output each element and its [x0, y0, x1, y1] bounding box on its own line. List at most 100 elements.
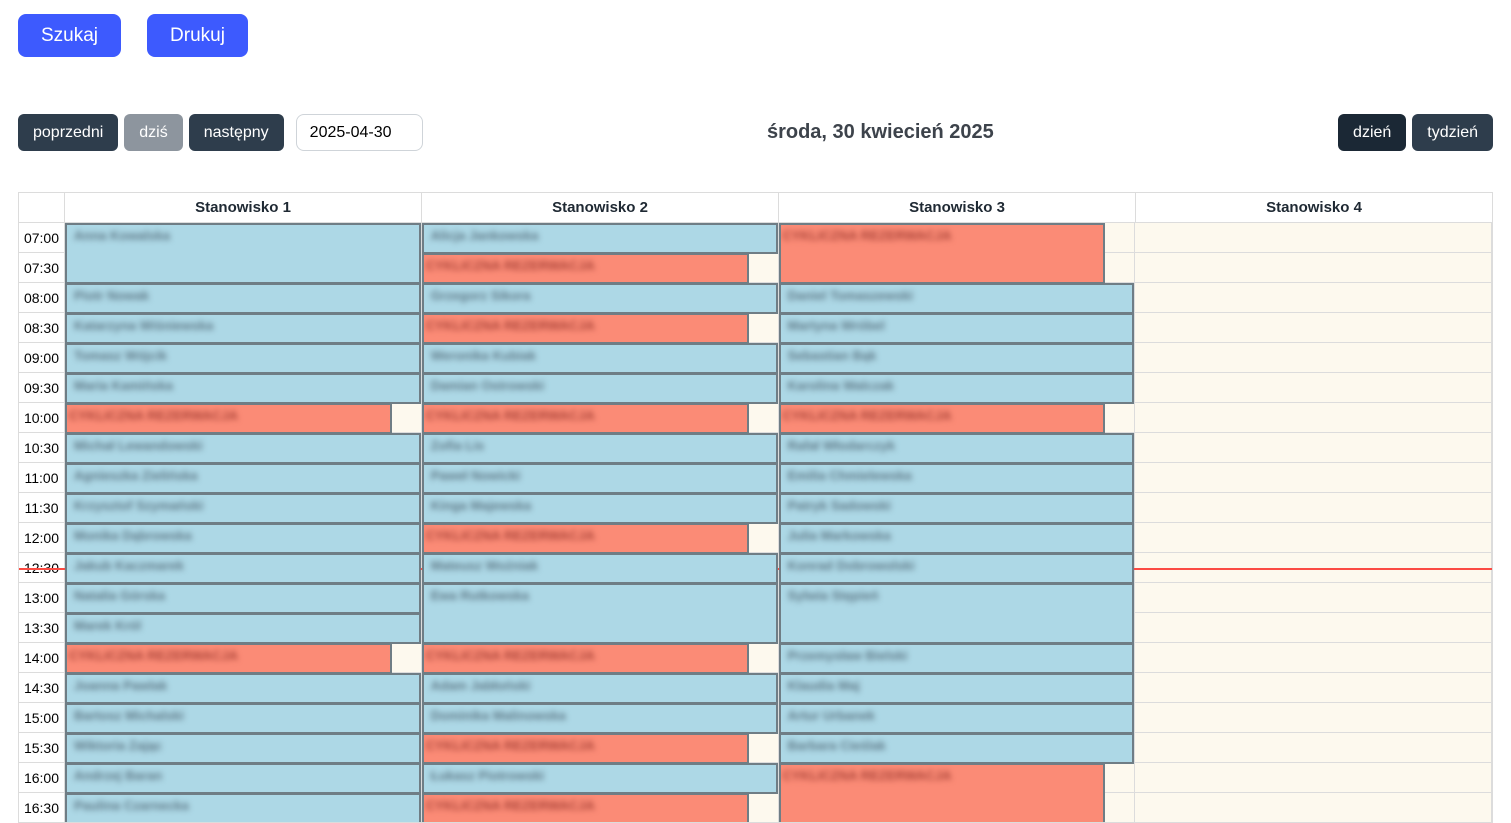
recurring-reservation-event[interactable]: CYKLICZNA REZERWACJA	[778, 223, 1106, 284]
recurring-reservation-event[interactable]: CYKLICZNA REZERWACJA	[778, 403, 1106, 434]
event-label: Tomasz Wójcik	[74, 348, 167, 363]
booking-event[interactable]: Natalia Górska	[65, 583, 421, 614]
time-label: 16:30	[19, 793, 64, 822]
event-label: Anna Kowalska	[74, 228, 171, 243]
event-label: Mateusz Woźniak	[430, 558, 539, 573]
resource-column[interactable]	[1135, 223, 1492, 822]
calendar-date-title: środa, 30 kwiecień 2025	[766, 121, 994, 143]
booking-event[interactable]: Julia Markowska	[778, 523, 1135, 554]
booking-event[interactable]: Łukasz Piotrowski	[421, 763, 778, 794]
recurring-reservation-event[interactable]: CYKLICZNA REZERWACJA	[65, 403, 392, 434]
recurring-reservation-event[interactable]: CYKLICZNA REZERWACJA	[65, 643, 392, 674]
booking-event[interactable]: Mateusz Woźniak	[421, 553, 778, 584]
event-label: Daniel Tomaszewski	[787, 288, 913, 303]
booking-event[interactable]: Kinga Majewska	[421, 493, 778, 524]
event-label: Weronika Kubiak	[430, 348, 536, 363]
event-label: CYKLICZNA REZERWACJA	[425, 648, 595, 663]
recurring-reservation-event[interactable]: CYKLICZNA REZERWACJA	[421, 733, 749, 764]
booking-event[interactable]: Rafał Włodarczyk	[778, 433, 1135, 464]
booking-event[interactable]: Adam Jabłoński	[421, 673, 778, 704]
booking-event[interactable]: Zofia Lis	[421, 433, 778, 464]
booking-event[interactable]: Katarzyna Wiśniewska	[65, 313, 421, 344]
booking-event[interactable]: Bartosz Michalski	[65, 703, 421, 734]
recurring-reservation-event[interactable]: CYKLICZNA REZERWACJA	[421, 793, 749, 822]
booking-event[interactable]: Piotr Nowak	[65, 283, 421, 314]
booking-event[interactable]: Monika Dąbrowska	[65, 523, 421, 554]
booking-event[interactable]: Karolina Walczak	[778, 373, 1135, 404]
booking-event[interactable]: Wiktoria Zając	[65, 733, 421, 764]
resource-column[interactable]: Anna Kowalska Piotr Nowak Katarzyna Wiśnie…	[65, 223, 422, 822]
resource-header: Stanowisko 2	[422, 193, 779, 222]
booking-event[interactable]: Anna Kowalska	[65, 223, 421, 284]
time-label: 16:00	[19, 763, 64, 793]
event-label: CYKLICZNA REZERWACJA	[782, 408, 952, 423]
booking-event[interactable]: Patryk Sadowski	[778, 493, 1135, 524]
booking-event[interactable]: Artur Urbanek	[778, 703, 1135, 734]
booking-event[interactable]: Grzegorz Sikora	[421, 283, 778, 314]
booking-event[interactable]: Agnieszka Zielińska	[65, 463, 421, 494]
time-label: 14:00	[19, 643, 64, 673]
time-label: 13:00	[19, 583, 64, 613]
next-day-button[interactable]: następny	[188, 114, 284, 151]
booking-event[interactable]: Emilia Chmielewska	[778, 463, 1135, 494]
recurring-reservation-event[interactable]: CYKLICZNA REZERWACJA	[421, 523, 749, 554]
booking-event[interactable]: Marek Król	[65, 613, 421, 644]
event-label: CYKLICZNA REZERWACJA	[69, 408, 239, 423]
event-label: CYKLICZNA REZERWACJA	[782, 228, 952, 243]
event-label: Sylwia Stępień	[787, 588, 879, 603]
booking-event[interactable]: Joanna Pawlak	[65, 673, 421, 704]
resource-header: Stanowisko 3	[779, 193, 1136, 222]
date-input[interactable]	[295, 114, 423, 151]
time-label: 12:00	[19, 523, 64, 553]
booking-event[interactable]: Sebastian Bąk	[778, 343, 1135, 374]
time-label: 11:30	[19, 493, 64, 523]
resource-column[interactable]: Alicja Jankowska CYKLICZNA REZERWACJA Grze…	[421, 223, 779, 822]
booking-event[interactable]: Weronika Kubiak	[421, 343, 778, 374]
recurring-reservation-event[interactable]: CYKLICZNA REZERWACJA	[421, 643, 749, 674]
week-view-button[interactable]: tydzień	[1412, 114, 1493, 151]
time-label: 14:30	[19, 673, 64, 703]
event-label: CYKLICZNA REZERWACJA	[425, 528, 595, 543]
booking-event[interactable]: Damian Ostrowski	[421, 373, 778, 404]
event-label: Krzysztof Szymański	[74, 498, 204, 513]
booking-event[interactable]: Paweł Nowicki	[421, 463, 778, 494]
booking-event[interactable]: Andrzej Baran	[65, 763, 421, 794]
booking-event[interactable]: Krzysztof Szymański	[65, 493, 421, 524]
booking-event[interactable]: Sylwia Stępień	[778, 583, 1135, 644]
event-label: CYKLICZNA REZERWACJA	[425, 258, 595, 273]
booking-event[interactable]: Dominika Malinowska	[421, 703, 778, 734]
resource-column[interactable]: CYKLICZNA REZERWACJA Daniel Tomaszewski Ma…	[778, 223, 1136, 822]
booking-event[interactable]: Klaudia Maj	[778, 673, 1135, 704]
calendar-toolbar: poprzedni dziś następny środa, 30 kwieci…	[18, 114, 1493, 151]
booking-event[interactable]: Barbara Cieślak	[778, 733, 1135, 764]
recurring-reservation-event[interactable]: CYKLICZNA REZERWACJA	[421, 253, 749, 284]
booking-event[interactable]: Tomasz Wójcik	[65, 343, 421, 374]
booking-event[interactable]: Daniel Tomaszewski	[778, 283, 1135, 314]
event-label: Paweł Nowicki	[430, 468, 521, 483]
event-label: Julia Markowska	[787, 528, 891, 543]
booking-event[interactable]: Paulina Czarnecka	[65, 793, 421, 822]
recurring-reservation-event[interactable]: CYKLICZNA REZERWACJA	[778, 763, 1106, 822]
previous-day-button[interactable]: poprzedni	[18, 114, 119, 151]
booking-event[interactable]: Martyna Wróbel	[778, 313, 1135, 344]
booking-event[interactable]: Maria Kamińska	[65, 373, 421, 404]
top-actions: Szukaj Drukuj	[0, 0, 1511, 57]
recurring-reservation-event[interactable]: CYKLICZNA REZERWACJA	[421, 403, 749, 434]
time-label: 15:00	[19, 703, 64, 733]
szukaj-button[interactable]: Szukaj	[18, 14, 122, 57]
booking-event[interactable]: Alicja Jankowska	[421, 223, 778, 254]
booking-event[interactable]: Konrad Dobrowolski	[778, 553, 1135, 584]
booking-event[interactable]: Jakub Kaczmarek	[65, 553, 421, 584]
event-label: CYKLICZNA REZERWACJA	[425, 318, 595, 333]
view-switch-group: dzień tydzień	[1338, 114, 1493, 151]
time-label: 08:30	[19, 313, 64, 343]
today-button[interactable]: dziś	[124, 114, 183, 151]
event-label: Alicja Jankowska	[430, 228, 539, 243]
event-label: Piotr Nowak	[74, 288, 150, 303]
day-view-button[interactable]: dzień	[1338, 114, 1407, 151]
booking-event[interactable]: Ewa Rutkowska	[421, 583, 778, 644]
booking-event[interactable]: Przemysław Bielski	[778, 643, 1135, 674]
recurring-reservation-event[interactable]: CYKLICZNA REZERWACJA	[421, 313, 749, 344]
drukuj-button[interactable]: Drukuj	[147, 14, 248, 57]
booking-event[interactable]: Michał Lewandowski	[65, 433, 421, 464]
